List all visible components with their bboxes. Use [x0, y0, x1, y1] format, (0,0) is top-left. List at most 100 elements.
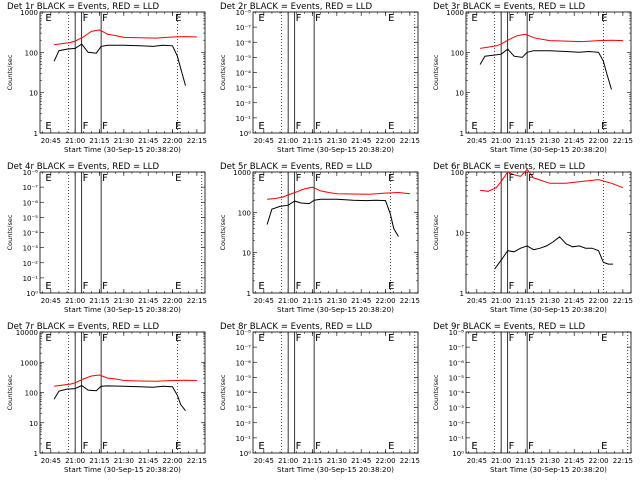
x-tick-label: 22:15 [187, 297, 207, 305]
marker-label-top: E [258, 13, 264, 24]
marker-label-top: F [528, 333, 534, 344]
detector-panel-3: Det 3r BLACK = Events, RED = LLD Counts/s… [432, 2, 633, 154]
y-tick-label: 1000 [446, 9, 464, 17]
y-tick-label: 10⁻³ [236, 85, 252, 93]
marker-label-bottom: F [296, 281, 302, 292]
marker-label-bottom: E [45, 441, 51, 452]
marker-label-bottom: E [471, 441, 477, 452]
panel-title: Det 5r BLACK = Events, RED = LLD [220, 162, 372, 172]
x-tick-label: 20:45 [467, 297, 487, 305]
marker-label-bottom: E [601, 441, 607, 452]
x-tick-label: 22:15 [613, 297, 633, 305]
marker-label-bottom: F [315, 441, 321, 452]
marker-label-top: E [45, 13, 51, 24]
x-tick-label: 22:00 [588, 297, 608, 305]
marker-label-top: E [258, 333, 264, 344]
x-tick-label: 22:15 [187, 457, 207, 465]
marker-label-bottom: E [388, 441, 394, 452]
marker-label-bottom: F [528, 281, 534, 292]
y-tick-label: 100 [25, 390, 38, 398]
marker-label-top: F [528, 173, 534, 184]
x-tick-label: 20:45 [254, 457, 274, 465]
y-axis-label: Counts/sec [6, 214, 14, 250]
series-line-events [53, 384, 186, 412]
marker-label-bottom: F [315, 281, 321, 292]
y-tick-label: 10⁻¹ [23, 275, 39, 283]
x-tick-label: 21:30 [114, 137, 134, 145]
marker-label-bottom: F [83, 441, 89, 452]
y-axis-label: Counts/sec [219, 214, 227, 250]
marker-label-bottom: E [45, 121, 51, 132]
y-tick-label: 10⁻⁴ [236, 390, 252, 398]
marker-label-top: E [471, 13, 477, 24]
y-tick-label: 10⁰ [239, 450, 251, 458]
detector-panel-5: Det 5r BLACK = Events, RED = LLD Counts/s… [219, 162, 420, 314]
detector-panel-9: Det 9r BLACK = Events, RED = LLD Counts/s… [432, 322, 633, 474]
panel-title: Det 4r BLACK = Events, RED = LLD [7, 162, 159, 172]
marker-label-top: F [102, 173, 108, 184]
y-tick-label: 10⁻¹ [449, 435, 465, 443]
y-tick-label: 10⁻¹ [236, 435, 252, 443]
x-axis-label: Start Time (30-Sep-15 20:38:20) [277, 465, 394, 474]
y-tick-label: 1 [460, 290, 464, 298]
x-tick-label: 22:15 [187, 137, 207, 145]
x-tick-label: 21:45 [138, 297, 158, 305]
x-tick-label: 21:00 [491, 457, 511, 465]
marker-label-top: F [509, 13, 515, 24]
x-tick-label: 21:30 [114, 457, 134, 465]
y-tick-label: 10 [29, 90, 38, 98]
x-tick-label: 21:15 [515, 457, 535, 465]
y-tick-label: 10 [29, 420, 38, 428]
panel-title: Det 7r BLACK = Events, RED = LLD [7, 322, 159, 332]
x-tick-label: 21:30 [114, 297, 134, 305]
marker-label-bottom: F [102, 281, 108, 292]
x-tick-label: 22:15 [400, 137, 420, 145]
x-tick-label: 21:30 [327, 457, 347, 465]
y-tick-label: 10⁻⁴ [236, 70, 252, 78]
y-tick-label: 10⁻¹ [236, 115, 252, 123]
series-line-lld [267, 186, 410, 200]
marker-label-top: F [528, 13, 534, 24]
plot-frame [252, 331, 419, 454]
x-tick-label: 21:45 [138, 457, 158, 465]
x-tick-label: 21:30 [540, 457, 560, 465]
x-tick-label: 21:15 [89, 137, 109, 145]
x-tick-label: 21:30 [327, 297, 347, 305]
marker-label-top: E [601, 333, 607, 344]
marker-label-top: E [175, 333, 181, 344]
plot-frame [39, 331, 206, 454]
y-tick-label: 10⁻⁶ [236, 359, 252, 367]
y-axis-label: Counts/sec [432, 374, 440, 410]
x-axis-label: Start Time (30-Sep-15 20:38:20) [490, 305, 607, 314]
panel-title: Det 8r BLACK = Events, RED = LLD [220, 322, 372, 332]
x-tick-label: 21:15 [302, 457, 322, 465]
y-tick-label: 10⁻⁸ [23, 169, 39, 177]
y-tick-label: 10⁰ [452, 450, 464, 458]
marker-label-top: F [83, 13, 89, 24]
marker-label-top: F [296, 333, 302, 344]
plot-frame [465, 331, 632, 454]
marker-label-bottom: F [83, 281, 89, 292]
y-tick-label: 10⁰ [26, 290, 38, 298]
marker-label-bottom: E [471, 121, 477, 132]
y-tick-label: 1 [247, 290, 251, 298]
x-tick-label: 21:45 [351, 457, 371, 465]
x-axis-label: Start Time (30-Sep-15 20:38:20) [490, 465, 607, 474]
y-tick-label: 10⁻² [23, 260, 39, 268]
marker-label-bottom: F [102, 441, 108, 452]
x-tick-label: 21:00 [491, 297, 511, 305]
panel-title: Det 3r BLACK = Events, RED = LLD [433, 2, 585, 12]
detector-panel-4: Det 4r BLACK = Events, RED = LLD Counts/s… [6, 162, 207, 314]
marker-label-bottom: E [258, 281, 264, 292]
marker-label-bottom: F [509, 441, 515, 452]
x-tick-label: 21:30 [540, 297, 560, 305]
marker-label-bottom: E [45, 281, 51, 292]
x-tick-label: 21:45 [564, 457, 584, 465]
marker-label-bottom: E [258, 121, 264, 132]
x-tick-label: 21:00 [278, 297, 298, 305]
y-tick-label: 10⁻² [449, 420, 465, 428]
marker-label-top: F [83, 333, 89, 344]
y-tick-label: 10⁻⁶ [23, 199, 39, 207]
detector-panel-1: Det 1r BLACK = Events, RED = LLD Counts/s… [6, 2, 207, 154]
x-tick-label: 22:00 [375, 457, 395, 465]
